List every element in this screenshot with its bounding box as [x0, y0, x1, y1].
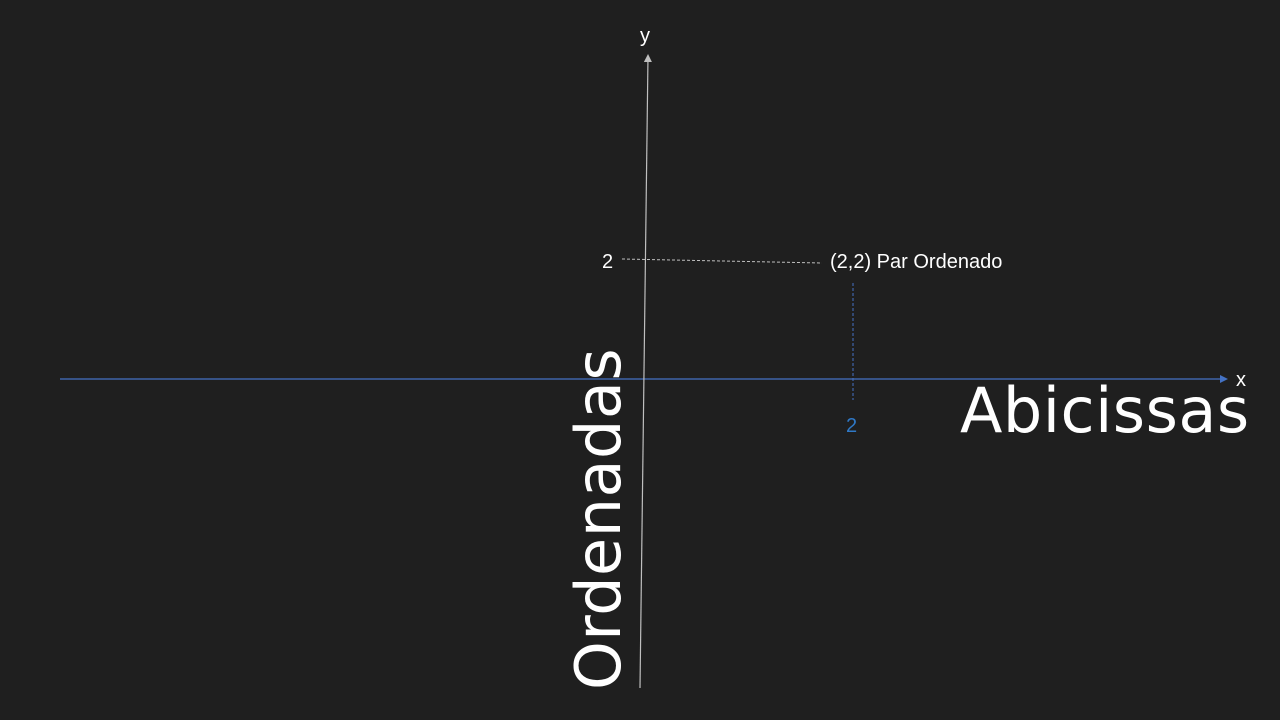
x-tick-label: 2 — [846, 415, 858, 437]
x-axis-label: x — [1236, 369, 1246, 391]
y-guide-dashed-line — [621, 258, 823, 264]
abscissa-label: Abicissas — [960, 374, 1250, 447]
ordered-pair-label: (2,2) Par Ordenado — [830, 251, 1003, 273]
ordinate-label: Ordenadas — [562, 347, 635, 690]
y-tick-label: 2 — [602, 251, 614, 273]
y-axis-line — [639, 54, 652, 689]
y-axis-label: y — [640, 25, 650, 47]
